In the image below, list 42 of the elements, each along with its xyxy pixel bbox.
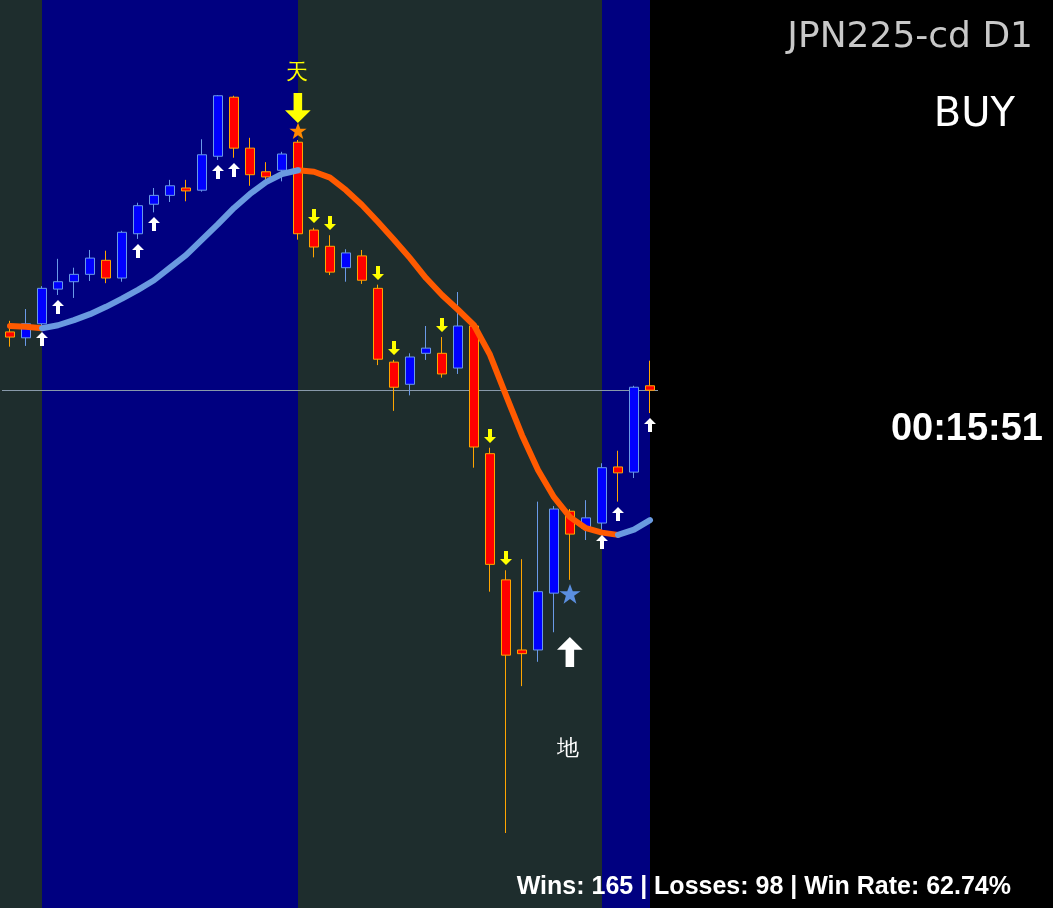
candlestick	[325, 234, 335, 276]
candlestick	[645, 360, 655, 414]
candlestick	[213, 94, 223, 161]
candlestick	[101, 250, 111, 284]
text: BUY	[933, 89, 1016, 135]
candlestick	[437, 336, 447, 379]
text: 00:15:51	[890, 406, 1044, 448]
candlestick	[533, 501, 543, 663]
candlestick	[181, 179, 191, 202]
candlestick	[485, 447, 495, 593]
candlestick	[357, 249, 367, 285]
candlestick	[229, 95, 239, 159]
candlestick	[197, 138, 207, 193]
candlestick	[421, 325, 431, 361]
annotation: 地	[556, 734, 579, 760]
text: Wins: 165 | Losses: 98 | Win Rate: 62.74%	[516, 870, 1012, 899]
candlestick	[613, 450, 623, 503]
candlestick	[85, 249, 95, 282]
candlestick	[5, 320, 15, 348]
candlestick	[373, 284, 383, 366]
text: 天	[286, 58, 308, 84]
candlestick	[245, 137, 255, 187]
candlestick	[469, 325, 479, 469]
candlestick	[597, 462, 607, 531]
candlestick	[517, 558, 527, 687]
candlestick	[293, 139, 303, 241]
candlestick	[309, 227, 319, 258]
text: JPN225-cd D1	[785, 13, 1033, 55]
candlestick	[341, 248, 351, 283]
candlestick	[405, 352, 415, 396]
candlestick	[133, 202, 143, 240]
candlestick	[117, 230, 127, 283]
candlestick	[53, 258, 63, 296]
candlestick	[69, 267, 79, 299]
candlestick	[453, 291, 463, 375]
candlestick	[629, 385, 639, 479]
candlestick	[149, 187, 159, 213]
candlestick	[261, 161, 271, 181]
candlestick	[501, 569, 511, 834]
candlestick	[389, 359, 399, 412]
candlestick	[165, 179, 175, 203]
candlestick	[549, 505, 559, 633]
